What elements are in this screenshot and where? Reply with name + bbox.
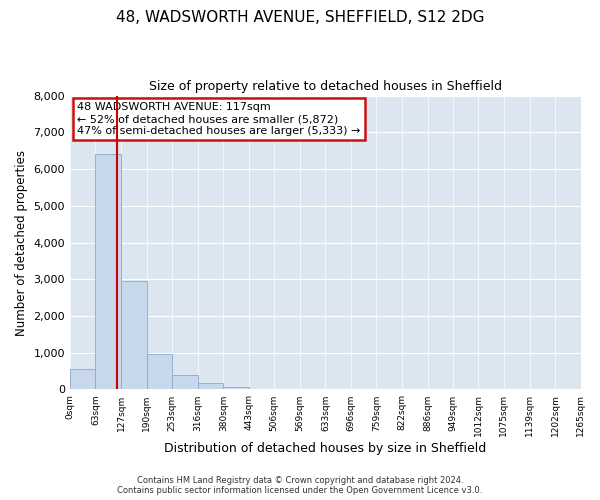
Y-axis label: Number of detached properties: Number of detached properties: [15, 150, 28, 336]
Bar: [70, 369, 95, 390]
Title: Size of property relative to detached houses in Sheffield: Size of property relative to detached ho…: [149, 80, 502, 93]
Bar: [197, 383, 223, 390]
Bar: [172, 376, 197, 390]
Text: Contains HM Land Registry data © Crown copyright and database right 2024.
Contai: Contains HM Land Registry data © Crown c…: [118, 476, 482, 495]
Bar: [121, 282, 147, 390]
Bar: [95, 154, 121, 390]
Bar: [147, 354, 172, 390]
Text: 48 WADSWORTH AVENUE: 117sqm
← 52% of detached houses are smaller (5,872)
47% of : 48 WADSWORTH AVENUE: 117sqm ← 52% of det…: [77, 102, 361, 136]
X-axis label: Distribution of detached houses by size in Sheffield: Distribution of detached houses by size …: [164, 442, 487, 455]
Text: 48, WADSWORTH AVENUE, SHEFFIELD, S12 2DG: 48, WADSWORTH AVENUE, SHEFFIELD, S12 2DG: [116, 10, 484, 25]
Bar: [223, 386, 249, 390]
